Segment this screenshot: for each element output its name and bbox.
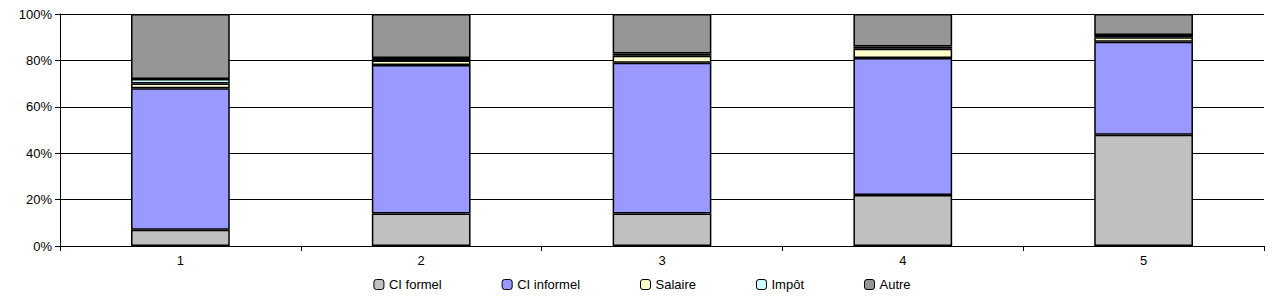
svg-text:5: 5 — [1140, 253, 1147, 268]
svg-text:CI informel: CI informel — [517, 277, 580, 292]
svg-text:4: 4 — [899, 253, 906, 268]
svg-text:40%: 40% — [26, 146, 52, 161]
svg-text:80%: 80% — [26, 53, 52, 68]
svg-text:0%: 0% — [33, 239, 52, 254]
svg-text:3: 3 — [658, 253, 665, 268]
svg-text:2: 2 — [418, 253, 425, 268]
svg-text:Impôt: Impôt — [771, 277, 804, 292]
svg-text:Salaire: Salaire — [656, 277, 696, 292]
svg-text:CI formel: CI formel — [389, 277, 442, 292]
svg-text:60%: 60% — [26, 99, 52, 114]
svg-text:20%: 20% — [26, 192, 52, 207]
svg-text:1: 1 — [177, 253, 184, 268]
svg-text:Autre: Autre — [879, 277, 910, 292]
svg-text:100%: 100% — [19, 7, 53, 22]
